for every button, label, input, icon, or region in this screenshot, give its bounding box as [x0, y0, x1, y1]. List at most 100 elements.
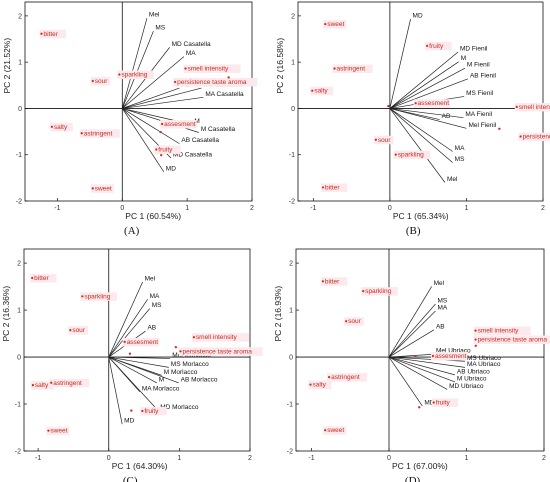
loading-vector-label: MS Fienil: [466, 90, 494, 97]
loading-vector-label: Mel Fienil: [468, 122, 496, 129]
loading-vector: [388, 356, 448, 390]
attribute-highlight: [49, 122, 73, 132]
loading-vector: [122, 87, 180, 109]
attribute-label: fruity: [429, 43, 444, 50]
attribute-point: [179, 350, 182, 353]
attribute-highlight: [68, 326, 88, 335]
y-axis-title: PC 2 (16.36%): [1, 286, 11, 342]
attribute-label: sour: [378, 137, 391, 144]
y-axis-title: PC 2 (16.58%): [275, 38, 285, 94]
y-tick-label: 0: [17, 355, 21, 362]
loading-vector-label: MD Casatella: [173, 151, 212, 158]
loading-vector-label: AB Ubriaco: [457, 368, 490, 375]
x-tick-label: 2: [542, 455, 546, 462]
attribute-label: bitter: [325, 184, 340, 191]
loading-vector-label: MA: [455, 145, 465, 152]
y-axis-title: PC 2 (21.52%): [2, 38, 12, 94]
attribute-point: [426, 44, 429, 47]
loading-vector: [388, 356, 455, 376]
loading-vector-label: MS Morlacco: [171, 361, 209, 368]
loading-vector: [108, 356, 171, 359]
attribute-highlight: [191, 333, 249, 342]
y-tick-label: 1: [17, 308, 21, 315]
attribute-label: sour: [72, 327, 85, 334]
pca-panel-1: -2 -1 0 1 2 -1 0 1 2 PC 1 (65.34%) PC 2 (16.58%) (B…: [275, 1, 550, 237]
pca-panel-3: -2 -1 0 1 2 -1 0 1 2 PC 1 (67.00%) PC 2 (16.93%) (D…: [273, 248, 550, 482]
attribute-point: [141, 409, 144, 413]
loading-vector-label: Mel: [145, 275, 156, 282]
y-tick-label: -2: [289, 199, 295, 206]
attribute-label: salty: [314, 88, 328, 95]
x-tick-label: 0: [120, 205, 124, 212]
attribute-label: bitter: [44, 31, 59, 38]
loading-vector-label: MD Ubriaco: [449, 383, 484, 390]
attribute-highlight: [327, 373, 368, 382]
attribute-label: persistence taste aroma: [182, 348, 252, 355]
x-tick-label: 1: [464, 205, 468, 212]
loading-vector: [389, 108, 464, 119]
attribute-label: smell intensity: [519, 104, 550, 111]
attribute-label: bitter: [325, 278, 340, 285]
attribute-point: [69, 329, 72, 332]
attribute-label: persistence taste aroma: [523, 134, 550, 141]
attribute-point: [474, 338, 477, 341]
loading-vector-label: AB Morlacco: [181, 376, 218, 383]
loading-vector: [388, 356, 455, 383]
loading-vector-label: MA: [186, 50, 196, 57]
attribute-label: sparkling: [365, 288, 391, 295]
attribute-point: [311, 89, 314, 92]
score-point: [128, 352, 132, 355]
x-axis-title: PC 1 (65.34%): [393, 211, 449, 221]
x-axis-title: PC 1 (64.30%): [112, 461, 168, 471]
loading-vector-label: Mel: [149, 12, 160, 19]
attribute-point: [519, 135, 522, 138]
y-tick-label: -1: [287, 402, 293, 409]
attribute-point: [174, 80, 177, 84]
attribute-point: [81, 295, 84, 298]
attribute-point: [321, 280, 324, 283]
attribute-highlight: [79, 129, 120, 138]
loading-vector: [108, 308, 150, 358]
attribute-highlight: [80, 292, 117, 301]
loading-vector-label: M: [159, 376, 164, 383]
y-tick-label: -1: [289, 152, 295, 159]
loading-vector: [389, 19, 411, 109]
loading-vector-label: M Morlacco: [164, 369, 198, 376]
attribute-highlight: [160, 120, 197, 129]
attribute-point: [50, 125, 53, 128]
attribute-highlight: [473, 326, 531, 336]
y-tick-label: 2: [18, 13, 22, 20]
attribute-point: [50, 381, 53, 384]
attribute-label: fruity: [144, 408, 159, 415]
loading-vector: [389, 108, 467, 129]
attribute-highlight: [90, 76, 111, 86]
attribute-point: [394, 153, 397, 156]
panel-label: (A): [124, 225, 140, 237]
x-tick-label: -1: [35, 455, 41, 462]
attribute-label: salty: [54, 124, 68, 131]
score-point: [474, 344, 477, 347]
score-point: [160, 153, 163, 157]
loading-vector: [389, 108, 446, 183]
attribute-highlight: [332, 64, 373, 73]
attribute-point: [374, 138, 377, 141]
loading-vector-label: MA Ubriaco: [467, 361, 501, 368]
attribute-point: [474, 329, 477, 332]
y-axis-title: PC 2 (16.93%): [273, 286, 283, 342]
attribute-highlight: [90, 184, 114, 193]
loading-vector: [388, 310, 436, 358]
attribute-highlight: [117, 70, 154, 80]
loading-vector: [108, 356, 159, 411]
attribute-point: [91, 187, 94, 190]
attribute-label: assesment: [164, 121, 196, 128]
attribute-point: [321, 186, 325, 189]
loading-vector: [389, 67, 466, 109]
y-tick-label: 0: [291, 106, 295, 113]
y-tick-label: 0: [289, 355, 293, 362]
y-tick-label: -1: [16, 152, 22, 159]
attribute-label: sour: [348, 318, 361, 325]
loading-vector: [108, 356, 179, 384]
loading-vector-label: MD Morlacco: [160, 404, 199, 411]
attribute-label: fruity: [436, 399, 451, 406]
